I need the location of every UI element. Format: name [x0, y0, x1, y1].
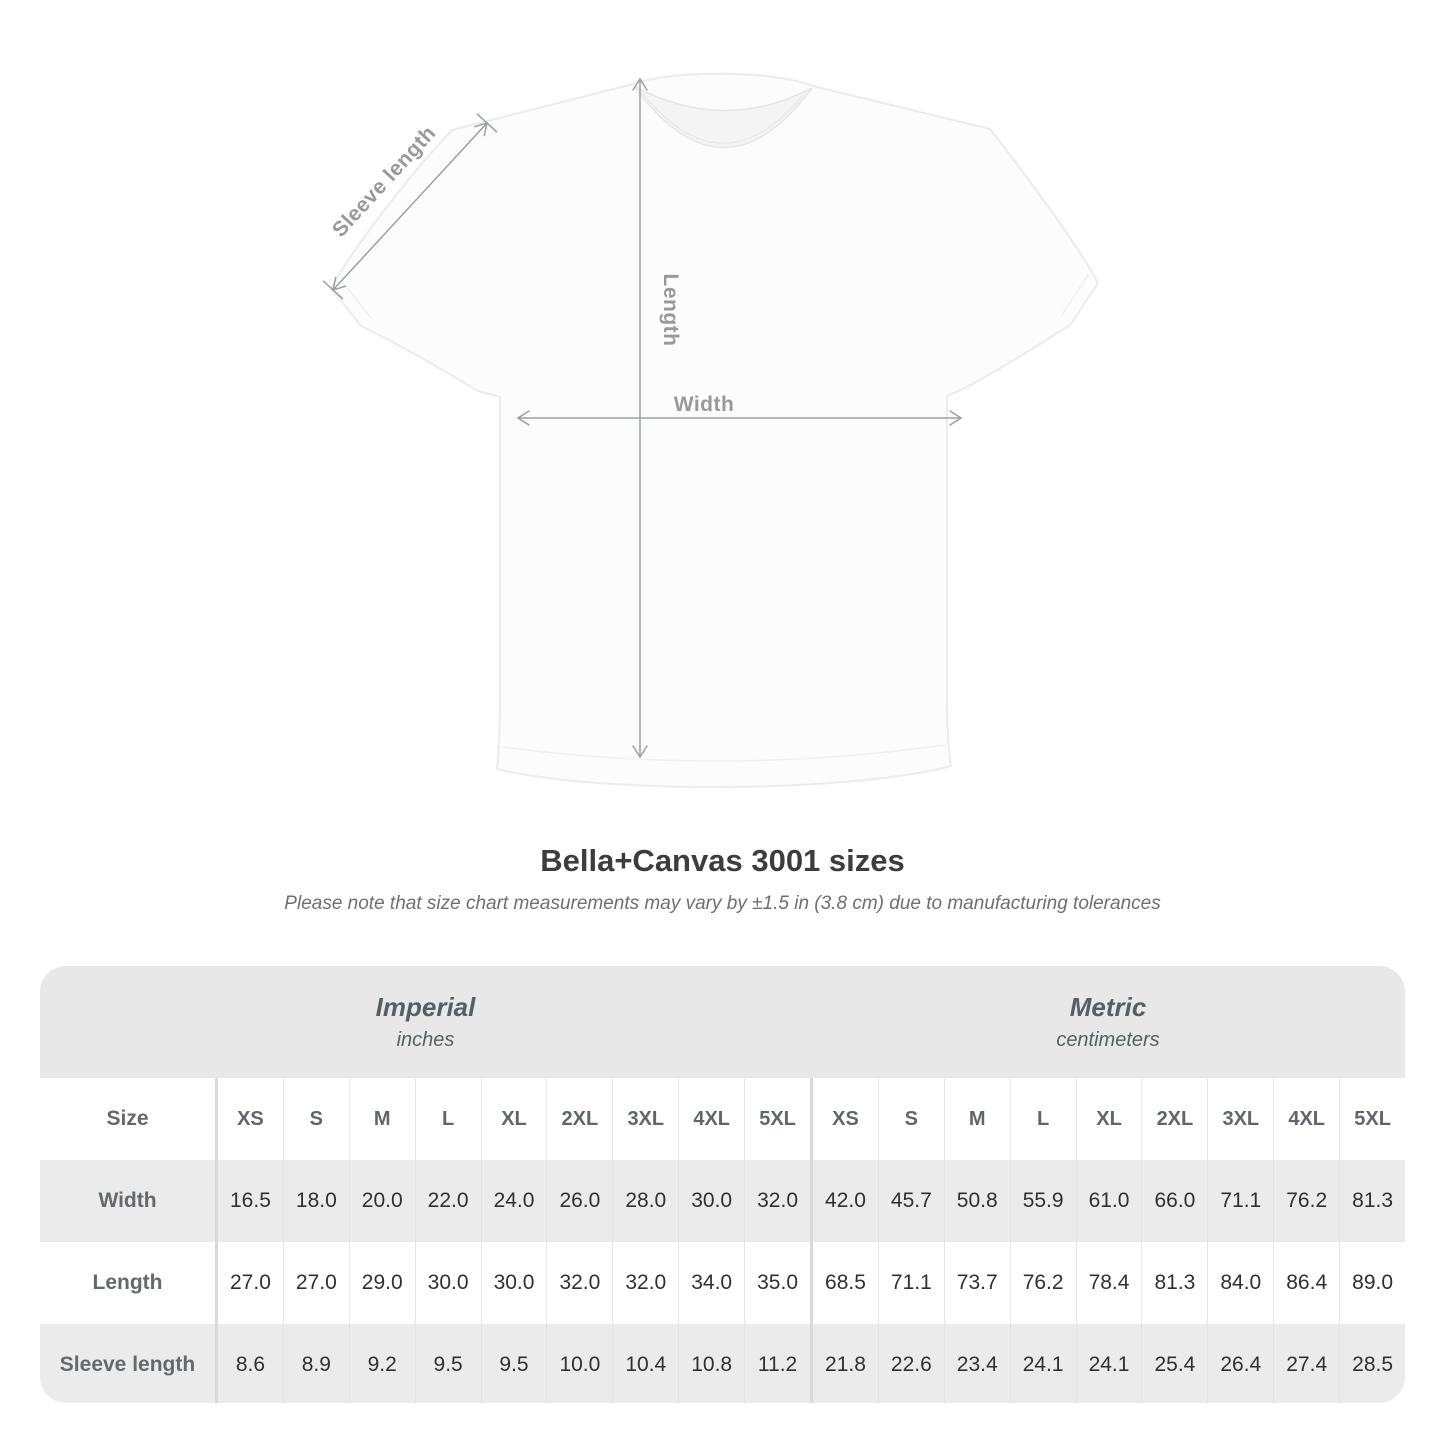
size-header: 2XL	[1141, 1078, 1207, 1160]
size-header: 3XL	[1207, 1078, 1273, 1160]
table-cell: 11.2	[744, 1324, 810, 1403]
imperial-title: Imperial	[375, 992, 476, 1022]
table-cell: 68.5	[810, 1242, 878, 1324]
metric-unit: centimeters	[1056, 1029, 1160, 1051]
table-row-sleeve-length: Sleeve length 8.6 8.9 9.2 9.5 9.5 10.0 1…	[40, 1324, 1405, 1403]
table-cell: 55.9	[1009, 1160, 1076, 1242]
table-cell: 24.1	[1009, 1324, 1076, 1403]
table-cell: 73.7	[943, 1242, 1010, 1324]
table-cell: 24.1	[1075, 1324, 1142, 1403]
table-cell: 8.9	[282, 1324, 349, 1403]
table-row-width: Width 16.5 18.0 20.0 22.0 24.0 26.0 28.0…	[40, 1160, 1405, 1242]
table-cell: 21.8	[810, 1324, 878, 1403]
size-header: XL	[480, 1078, 547, 1160]
table-cell: 9.2	[348, 1324, 415, 1403]
table-cell: 25.4	[1141, 1324, 1207, 1403]
size-header: M	[348, 1078, 415, 1160]
size-chart-table: Imperial inches Metric centimeters Size …	[40, 966, 1405, 1403]
size-header: XS	[810, 1078, 878, 1160]
table-cell: 27.4	[1273, 1324, 1339, 1403]
table-cell: 10.4	[612, 1324, 678, 1403]
table-row-sizes: Size XS S M L XL 2XL 3XL 4XL 5XL XS S M …	[40, 1078, 1405, 1160]
table-cell: 34.0	[678, 1242, 744, 1324]
size-header: 3XL	[612, 1078, 678, 1160]
table-cell: 30.0	[678, 1160, 744, 1242]
row-label-size: Size	[40, 1078, 218, 1160]
size-header: 5XL	[1339, 1078, 1405, 1160]
table-cell: 35.0	[744, 1242, 810, 1324]
sleeve-length-arrow	[322, 113, 498, 300]
table-cell: 76.2	[1009, 1242, 1076, 1324]
length-label: Length	[659, 274, 682, 347]
size-header: S	[282, 1078, 349, 1160]
size-header: 5XL	[744, 1078, 810, 1160]
table-cell: 9.5	[480, 1324, 547, 1403]
table-cell: 10.0	[546, 1324, 612, 1403]
table-cell: 45.7	[877, 1160, 944, 1242]
table-cell: 9.5	[414, 1324, 481, 1403]
tshirt-image	[330, 72, 1099, 788]
table-cell: 27.0	[282, 1242, 349, 1324]
imperial-unit: inches	[396, 1029, 455, 1051]
size-header: L	[414, 1078, 481, 1160]
width-arrow	[516, 410, 963, 426]
table-cell: 27.0	[230, 1271, 271, 1294]
table-cell: 42.0	[810, 1160, 878, 1242]
table-cell: 50.8	[943, 1160, 1010, 1242]
table-cell: 26.4	[1207, 1324, 1273, 1403]
tolerance-note: Please note that size chart measurements…	[284, 893, 1161, 914]
table-cell: 10.8	[678, 1324, 744, 1403]
metric-header: Metric centimeters	[811, 966, 1405, 1078]
tshirt-measurement-diagram: Sleeve length Length Width	[322, 72, 1099, 788]
table-cell: 30.0	[480, 1242, 547, 1324]
table-cell: 32.0	[612, 1242, 678, 1324]
size-header: M	[943, 1078, 1010, 1160]
table-cell: 28.0	[612, 1160, 678, 1242]
table-cell: 32.0	[546, 1242, 612, 1324]
table-cell: 24.0	[480, 1160, 547, 1242]
table-row-length: Length 27.0 27.0 29.0 30.0 30.0 32.0 32.…	[40, 1242, 1405, 1324]
table-cell: 22.6	[877, 1324, 944, 1403]
table-cell: 81.3	[1339, 1160, 1405, 1242]
table-cell: 16.5	[230, 1189, 271, 1212]
page-title: Bella+Canvas 3001 sizes	[540, 843, 905, 878]
table-cell: 89.0	[1339, 1242, 1405, 1324]
unit-header-band: Imperial inches Metric centimeters	[40, 966, 1405, 1078]
table-cell: 71.1	[1207, 1160, 1273, 1242]
table-cell: 30.0	[414, 1242, 481, 1324]
size-header: S	[877, 1078, 944, 1160]
table-cell: 28.5	[1339, 1324, 1405, 1403]
table-cell: 71.1	[877, 1242, 944, 1324]
size-header: L	[1009, 1078, 1076, 1160]
table-cell: 84.0	[1207, 1242, 1273, 1324]
table-cell: 22.0	[414, 1160, 481, 1242]
table-cell: 81.3	[1141, 1242, 1207, 1324]
size-header: 4XL	[1273, 1078, 1339, 1160]
table-cell: 32.0	[744, 1160, 810, 1242]
row-label-sleeve-length: Sleeve length	[40, 1324, 218, 1403]
table-cell: 23.4	[943, 1324, 1010, 1403]
size-header: 2XL	[546, 1078, 612, 1160]
imperial-header: Imperial inches	[40, 966, 811, 1078]
table-cell: 18.0	[282, 1160, 349, 1242]
table-cell: 20.0	[348, 1160, 415, 1242]
table-cell: 26.0	[546, 1160, 612, 1242]
table-cell: 29.0	[348, 1242, 415, 1324]
table-cell: 8.6	[235, 1352, 266, 1376]
size-header: XL	[1075, 1078, 1142, 1160]
table-cell: 76.2	[1273, 1160, 1339, 1242]
table-cell: 66.0	[1141, 1160, 1207, 1242]
size-header: 4XL	[678, 1078, 744, 1160]
row-label-length: Length	[40, 1242, 218, 1324]
table-cell: 61.0	[1075, 1160, 1142, 1242]
width-label: Width	[674, 393, 735, 416]
table-cell: 86.4	[1273, 1242, 1339, 1324]
size-header: XS	[237, 1107, 264, 1130]
row-label-width: Width	[40, 1160, 218, 1242]
metric-title: Metric	[1069, 992, 1147, 1022]
table-cell: 78.4	[1075, 1242, 1142, 1324]
